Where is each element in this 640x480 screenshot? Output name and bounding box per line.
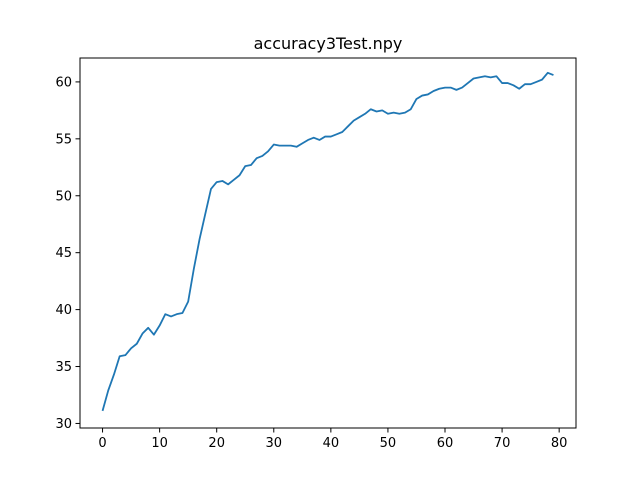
y-tick-label: 35 <box>55 360 72 375</box>
y-tick-label: 60 <box>55 75 72 90</box>
y-tick-label: 30 <box>55 417 72 432</box>
x-tick-label: 70 <box>494 436 511 451</box>
x-axis: 0 10 20 30 40 50 60 70 80 <box>98 428 567 451</box>
series-layer <box>101 71 554 412</box>
x-tick-label: 20 <box>208 436 225 451</box>
x-tick-label: 40 <box>323 436 340 451</box>
x-tick-label: 60 <box>437 436 454 451</box>
plot-frame <box>79 57 577 429</box>
x-tick-label: 80 <box>551 436 568 451</box>
x-tick-label: 30 <box>266 436 283 451</box>
x-tick-label: 0 <box>98 436 106 451</box>
x-tick-label: 50 <box>380 436 397 451</box>
y-tick-label: 55 <box>55 132 72 147</box>
chart-title: accuracy3Test.npy <box>254 34 403 53</box>
series-line-0 <box>101 71 554 412</box>
y-axis: 30 35 40 45 50 55 60 <box>55 75 80 432</box>
x-tick-label: 10 <box>151 436 168 451</box>
y-tick-label: 50 <box>55 189 72 204</box>
y-tick-label: 40 <box>55 303 72 318</box>
y-tick-label: 45 <box>55 246 72 261</box>
